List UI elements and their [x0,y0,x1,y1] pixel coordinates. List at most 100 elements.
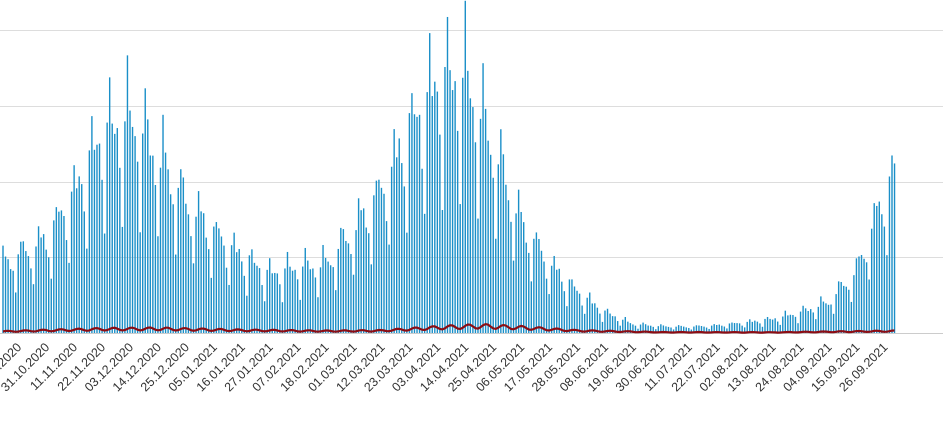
bar [50,278,52,333]
bar [777,321,779,333]
bar [342,229,345,333]
bar [728,323,731,333]
bar [583,313,586,333]
bar [784,310,787,333]
bar [401,163,403,333]
bar [837,281,840,333]
bar [543,261,545,333]
x-tick-labels: 20.10.202031.10.202011.11.202022.11.2020… [0,340,891,394]
bar [235,252,238,333]
bar [698,325,700,333]
bar [650,325,652,333]
bar [632,324,634,333]
bar [154,184,157,333]
bar [680,325,682,333]
bar [258,268,261,333]
bar [119,167,121,333]
bar [797,323,799,333]
bar [228,284,230,333]
bar [134,136,136,333]
bar [545,278,548,333]
bar [581,305,583,333]
bar [139,232,141,333]
bar [667,326,670,333]
bar [652,326,654,333]
bar [380,187,383,333]
bar [335,290,337,333]
bar [274,272,276,333]
bar [454,81,456,333]
bar [873,203,875,333]
bar [751,321,753,333]
bar [248,255,251,333]
bar [627,321,629,333]
bar [616,321,619,333]
bar [718,324,720,333]
bar [556,269,558,333]
bar [439,134,441,333]
bar [114,133,116,333]
bar [571,279,573,333]
bar [421,168,423,333]
bar [477,218,479,333]
bar [398,138,400,333]
bar [355,230,357,333]
bar [622,319,624,333]
bar [517,189,520,333]
bar [589,292,591,333]
bar [741,325,743,333]
bar [548,294,550,333]
bar [642,322,644,333]
bar [418,114,421,333]
bar [690,329,693,333]
bar [779,324,781,333]
bar [256,265,258,333]
bar [754,320,756,333]
bar [746,321,748,333]
bar [469,98,472,334]
bar [807,311,809,333]
bar [716,325,718,333]
bar [710,325,713,333]
bar [886,255,888,333]
bar [177,187,179,333]
bar [175,254,177,333]
bar [27,256,30,333]
bar [296,279,299,333]
bar [172,204,174,333]
bar [7,259,9,333]
bar [251,249,253,333]
bar [144,88,146,333]
bar [591,303,593,333]
bar [286,251,289,333]
bar [261,285,263,333]
bar [558,268,560,333]
bar [624,316,626,333]
bar [609,313,611,333]
bar [159,167,162,333]
bar [619,325,621,333]
bar [604,310,606,333]
bar [804,308,807,333]
bar [459,204,461,333]
bar [431,96,433,333]
bar [291,270,294,333]
bar [60,210,63,333]
grid-lines [0,30,943,258]
bar [187,214,190,333]
bar [223,245,225,333]
bar [764,318,766,333]
bar [370,264,372,333]
bar [276,273,279,333]
bar [385,221,388,333]
bar [573,286,576,333]
bar [860,254,863,333]
bar [444,67,446,333]
bar [474,142,477,333]
bar [647,325,649,333]
bar [500,129,502,333]
bar [553,255,555,333]
bar [365,227,367,333]
bar [78,176,80,333]
bar [124,121,126,333]
